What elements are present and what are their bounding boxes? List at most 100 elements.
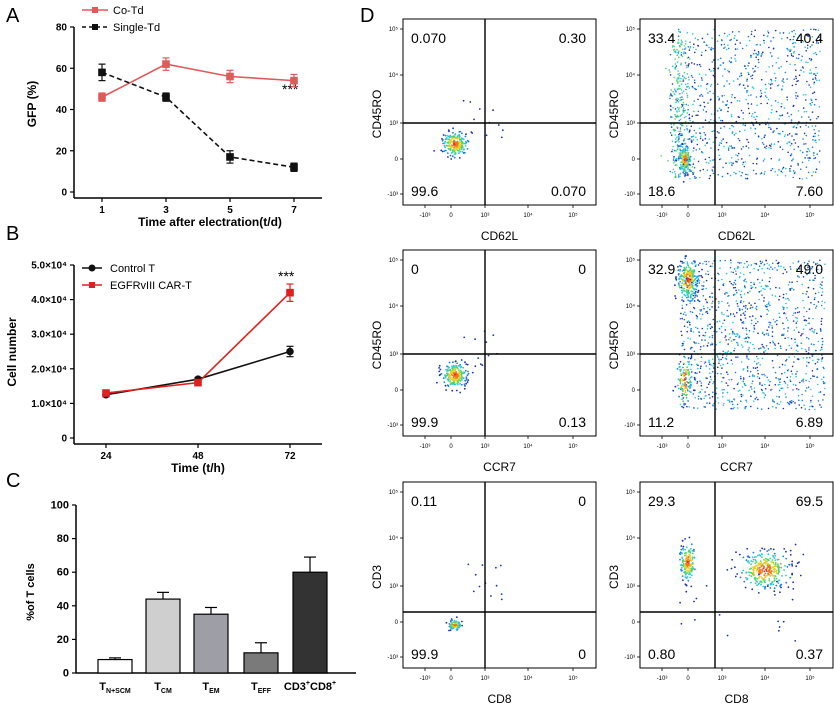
- x-category-label: CD3+CD8+: [284, 680, 336, 693]
- chart-b: Control T EGFRvIII CAR-T *** Cell number…: [5, 261, 322, 475]
- x-tick-label: 10³: [481, 213, 490, 219]
- x-tick-label: -10³: [657, 213, 668, 219]
- plot-frame: [402, 18, 597, 206]
- legend-egfrviii-car-t: EGFRvIII CAR-T: [110, 280, 192, 292]
- event-dots: [660, 28, 821, 183]
- y-tick-label: 2.0×10⁴: [31, 364, 67, 375]
- y-tick-label: -10³: [387, 655, 398, 661]
- quadrant-value-ur: 49.0: [796, 261, 823, 277]
- y-tick-label: 100: [51, 500, 69, 512]
- quadrant-value-lr: 0: [578, 646, 586, 662]
- event-dots: [436, 330, 498, 394]
- series-line-0: [105, 350, 291, 396]
- y-tick-label: 10³: [626, 352, 635, 358]
- y-tick-label: 0: [395, 157, 399, 163]
- x-tick-label: 10³: [718, 444, 727, 450]
- quadrant-value-lr: 7.60: [796, 183, 823, 199]
- flow-plot-1: 0.070 0.30 99.6 0.070 -10³ 0 10³ 10⁴ 10⁵ 10⁵ 10⁴ 10…: [370, 18, 597, 243]
- flow-xlabel: CD62L: [481, 229, 519, 243]
- bar: [145, 598, 181, 674]
- x-tick-label: -10³: [420, 676, 431, 682]
- flow-plot-2: 33.4 40.4 18.6 7.60 -10³ 0 10³ 10⁴ 10⁵ 10⁵ 10⁴ 10³ 0…: [607, 18, 834, 243]
- x-tick-label: 5: [227, 205, 233, 216]
- data-point: [290, 76, 298, 85]
- y-tick-label: 40: [57, 600, 69, 612]
- y-tick-label: 10⁵: [626, 257, 636, 264]
- x-tick-label: 10⁵: [805, 212, 815, 219]
- quadrant-value-ur: 0.30: [559, 30, 586, 46]
- chart-a-ylabel: GFP (%): [25, 81, 39, 127]
- x-tick-label: 10³: [718, 676, 727, 682]
- event-dots: [670, 255, 826, 411]
- bar: [193, 613, 229, 674]
- flow-xlabel: CD62L: [718, 229, 756, 243]
- data-point: [226, 72, 234, 81]
- chart-b-legend: Control T EGFRvIII CAR-T: [82, 263, 192, 292]
- x-tick-label: 10⁴: [523, 675, 533, 682]
- quadrant-value-ul: 0: [411, 261, 419, 277]
- y-tick-label: 10⁴: [389, 303, 399, 310]
- flow-ylabel: CD3: [607, 565, 621, 589]
- x-tick-label: 10⁵: [568, 675, 578, 682]
- flow-ylabel: CD45RO: [370, 321, 384, 370]
- y-tick-label: 60: [56, 64, 68, 75]
- legend-single-td: Single-Td: [113, 22, 160, 34]
- panel-label-c: C: [6, 470, 20, 492]
- y-tick-label: 0: [632, 157, 636, 163]
- y-tick-label: 40: [56, 105, 68, 116]
- quadrant-value-ur: 0: [578, 261, 586, 277]
- x-tick-label: 10⁴: [760, 212, 770, 219]
- y-tick-label: 0: [632, 620, 636, 626]
- x-tick-label: 10³: [718, 213, 727, 219]
- legend-control-t: Control T: [110, 263, 155, 275]
- data-point: [290, 163, 298, 172]
- y-tick-label: -10³: [387, 192, 398, 198]
- y-tick-label: -10³: [387, 423, 398, 429]
- legend-co-td: Co-Td: [113, 5, 144, 17]
- y-tick-label: 10⁴: [626, 72, 636, 79]
- bar: [243, 652, 279, 674]
- flow-xlabel: CD8: [724, 692, 748, 706]
- data-point: [162, 60, 170, 68]
- quadrant-value-ll: 11.2: [648, 414, 674, 430]
- quadrant-value-ul: 29.3: [648, 493, 675, 509]
- y-tick-label: 10⁵: [389, 257, 399, 264]
- x-category-label: TN+SCM: [99, 681, 131, 695]
- x-tick-label: 10⁴: [523, 212, 533, 219]
- quadrant-value-lr: 6.89: [796, 414, 823, 430]
- significance-b: ***: [278, 268, 295, 284]
- x-tick-label: -10³: [420, 213, 431, 219]
- data-point: [162, 93, 170, 101]
- y-tick-label: 4.0×10⁴: [31, 295, 67, 306]
- y-tick-label: 10³: [389, 584, 398, 590]
- quadrant-value-ll: 99.6: [411, 183, 438, 199]
- y-tick-label: -10³: [624, 655, 635, 661]
- x-tick-label: 72: [284, 451, 296, 462]
- x-category-label: TCM: [154, 681, 172, 695]
- quadrant-value-lr: 0.070: [551, 183, 586, 199]
- y-tick-label: 0: [632, 388, 636, 394]
- y-tick-label: 3.0×10⁴: [31, 330, 67, 341]
- flow-xlabel: CD8: [487, 692, 511, 706]
- x-tick-label: 10⁵: [568, 443, 578, 450]
- x-tick-label: 24: [100, 451, 112, 462]
- data-point: [286, 288, 294, 297]
- y-tick-label: 0: [61, 188, 67, 199]
- x-category-label: TEFF: [251, 681, 272, 695]
- y-tick-label: 80: [57, 533, 69, 545]
- x-tick-label: 0: [449, 213, 453, 219]
- x-tick-label: 10³: [481, 676, 490, 682]
- y-tick-label: -10³: [624, 423, 635, 429]
- x-tick-label: 0: [686, 213, 690, 219]
- y-tick-label: 10⁴: [626, 303, 636, 310]
- significance-a: ***: [282, 81, 299, 97]
- flow-ylabel: CD45RO: [607, 90, 621, 139]
- data-point: [226, 153, 234, 161]
- data-point: [98, 93, 106, 101]
- plot-frame: [402, 249, 597, 437]
- y-tick-label: -10³: [624, 192, 635, 198]
- data-point: [286, 347, 294, 356]
- y-tick-label: 20: [56, 146, 68, 157]
- x-tick-label: 48: [192, 451, 204, 462]
- y-tick-label: 0: [61, 434, 67, 445]
